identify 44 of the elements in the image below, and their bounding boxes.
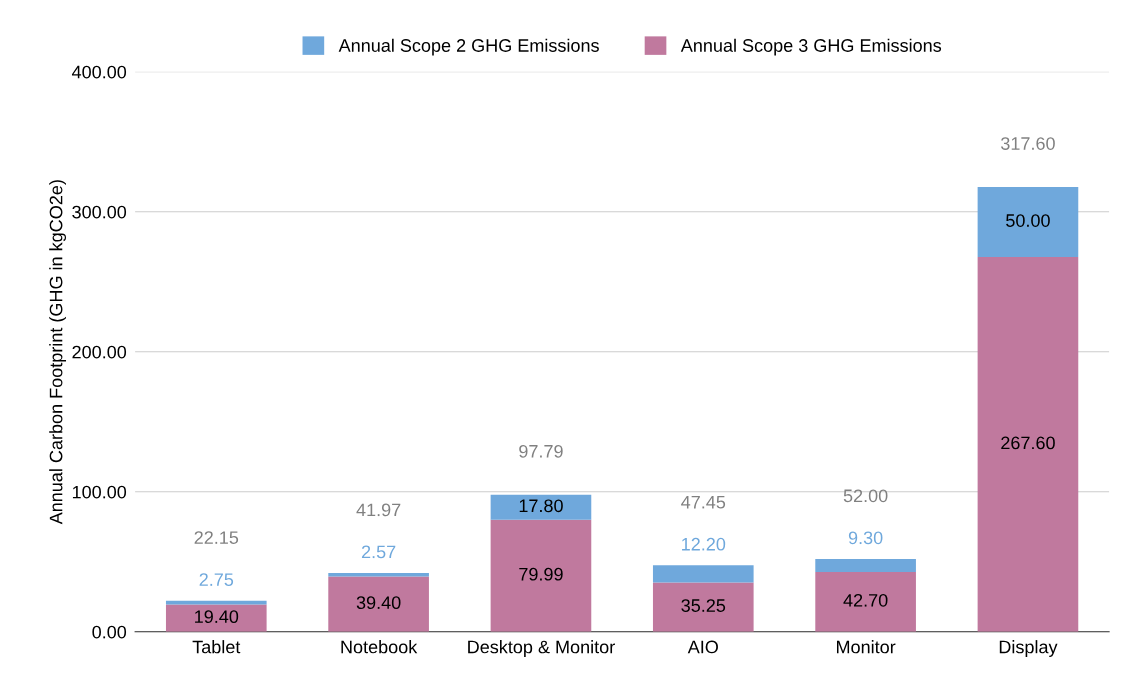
legend-label: Annual Scope 3 GHG Emissions <box>680 38 942 56</box>
total-label: 317.60 <box>1001 137 1055 150</box>
data-label: 17.80 <box>519 499 563 513</box>
total-label: 22.15 <box>194 531 239 544</box>
bar <box>490 519 592 632</box>
x-tick-label: Display <box>999 640 1058 657</box>
data-label: 35.25 <box>681 599 726 612</box>
total-label: 52.00 <box>843 489 888 503</box>
data-label: 79.99 <box>519 567 563 581</box>
total-label: 41.97 <box>356 503 401 517</box>
data-label: 2.75 <box>199 573 234 587</box>
data-label: 2.57 <box>361 545 396 559</box>
x-tick-label: AIO <box>687 640 718 654</box>
bar <box>652 582 754 632</box>
bar <box>815 558 916 572</box>
total-label: 97.79 <box>519 444 563 458</box>
data-label: 42.70 <box>843 593 888 607</box>
y-tick-label: 200.00 <box>72 345 127 359</box>
legend-label: Annual Scope 2 GHG Emissions <box>338 38 599 56</box>
bar <box>165 600 267 605</box>
bar <box>165 604 267 632</box>
data-label: 9.30 <box>848 531 883 545</box>
data-label: 19.40 <box>195 610 239 624</box>
y-axis-title: Annual Carbon Footprint (GHG in kgCO2e) <box>49 180 67 525</box>
data-label: 267.60 <box>1001 436 1055 450</box>
total-label: 47.45 <box>681 495 726 509</box>
bar <box>490 494 592 520</box>
bar <box>977 257 1079 632</box>
x-tick-label: Monitor <box>836 640 896 654</box>
x-tick-label: Desktop & Monitor <box>468 640 615 657</box>
bar <box>328 573 429 577</box>
y-tick-label: 0.00 <box>92 625 127 639</box>
bar <box>328 576 429 632</box>
bar <box>977 187 1079 258</box>
x-tick-label: Tablet <box>192 640 241 654</box>
data-label: 50.00 <box>1006 214 1050 227</box>
y-tick-label: 400.00 <box>71 65 127 79</box>
x-tick-label: Notebook <box>341 640 418 654</box>
bar <box>652 565 754 583</box>
data-label: 39.40 <box>356 596 401 610</box>
data-label: 12.20 <box>682 537 726 551</box>
y-tick-label: 100.00 <box>72 485 127 499</box>
bar <box>815 571 916 632</box>
y-tick-label: 300.00 <box>72 205 127 219</box>
